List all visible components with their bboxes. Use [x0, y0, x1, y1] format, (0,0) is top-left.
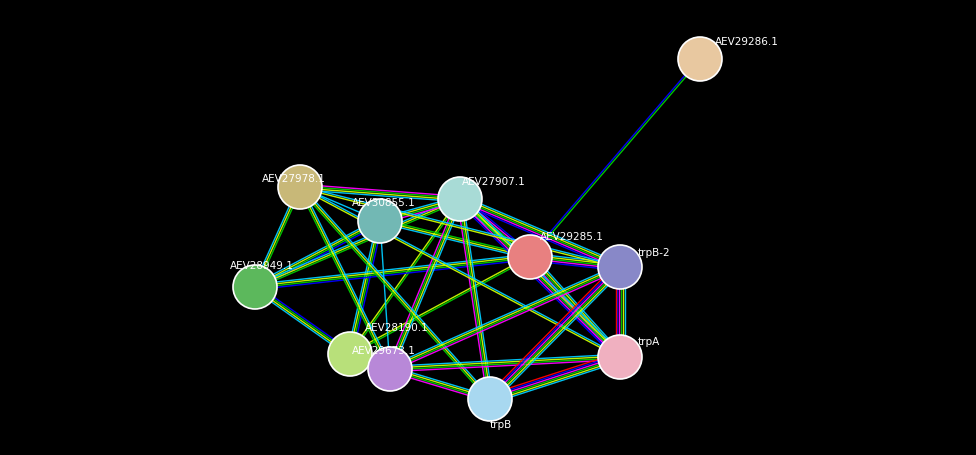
- Circle shape: [368, 347, 412, 391]
- Text: AEV28949.1: AEV28949.1: [230, 260, 294, 270]
- Text: AEV30855.1: AEV30855.1: [352, 197, 416, 207]
- Circle shape: [438, 177, 482, 222]
- Circle shape: [233, 265, 277, 309]
- Circle shape: [598, 245, 642, 289]
- Circle shape: [508, 236, 552, 279]
- Text: trpB-2: trpB-2: [638, 248, 671, 258]
- Text: AEV29673.1: AEV29673.1: [352, 345, 416, 355]
- Text: trpB: trpB: [490, 419, 512, 429]
- Circle shape: [328, 332, 372, 376]
- Circle shape: [468, 377, 512, 421]
- Circle shape: [278, 166, 322, 210]
- Text: AEV28190.1: AEV28190.1: [365, 322, 428, 332]
- Text: AEV27907.1: AEV27907.1: [462, 177, 526, 187]
- Text: AEV29285.1: AEV29285.1: [540, 232, 604, 242]
- Circle shape: [678, 38, 722, 82]
- Text: AEV27978.1: AEV27978.1: [262, 174, 326, 184]
- Text: AEV29286.1: AEV29286.1: [715, 37, 779, 47]
- Text: trpA: trpA: [638, 336, 660, 346]
- Circle shape: [358, 200, 402, 243]
- Circle shape: [598, 335, 642, 379]
